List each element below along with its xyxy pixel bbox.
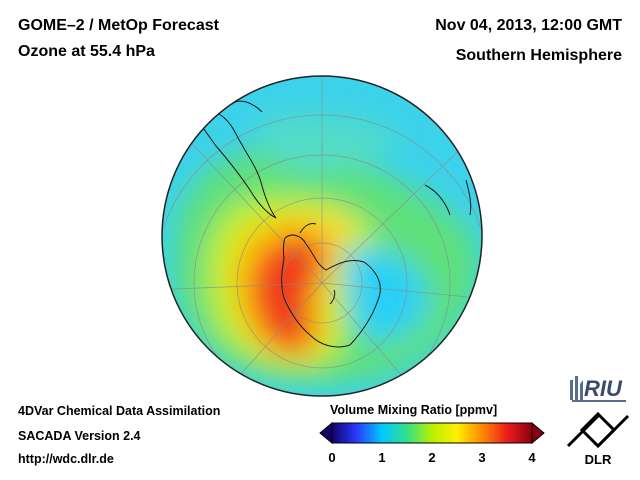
globe-outline (161, 75, 483, 397)
dlr-logo: DLR (566, 411, 630, 467)
colorbar (319, 421, 545, 445)
coastlines (195, 100, 472, 348)
colorbar-tick-label: 4 (528, 450, 536, 465)
title-line-1: GOME–2 / MetOp Forecast (18, 17, 219, 34)
ozone-globe-map (161, 75, 483, 397)
riu-logo: RIU (570, 376, 626, 402)
colorbar-min-arrow (319, 421, 333, 445)
colorbar-max-arrow (531, 421, 545, 445)
footer-line-1: 4DVar Chemical Data Assimilation (18, 404, 221, 418)
riu-logo-text: RIU (584, 376, 623, 401)
title-line-2: Ozone at 55.4 hPa (18, 43, 155, 60)
forecast-date: Nov 04, 2013, 12:00 GMT (435, 17, 622, 34)
colorbar-tick-label: 2 (428, 450, 436, 465)
hemisphere-label: Southern Hemisphere (455, 47, 622, 64)
colorbar-tick-label: 0 (328, 450, 336, 465)
colorbar-gradient (331, 422, 533, 444)
footer-url: http://wdc.dlr.de (18, 452, 114, 466)
colorbar-tick-label: 1 (378, 450, 386, 465)
colorbar-tick-label: 3 (478, 450, 486, 465)
footer-line-2: SACADA Version 2.4 (18, 429, 141, 443)
dlr-logo-text: DLR (585, 452, 612, 467)
colorbar-title: Volume Mixing Ratio [ppmv] (330, 403, 498, 417)
